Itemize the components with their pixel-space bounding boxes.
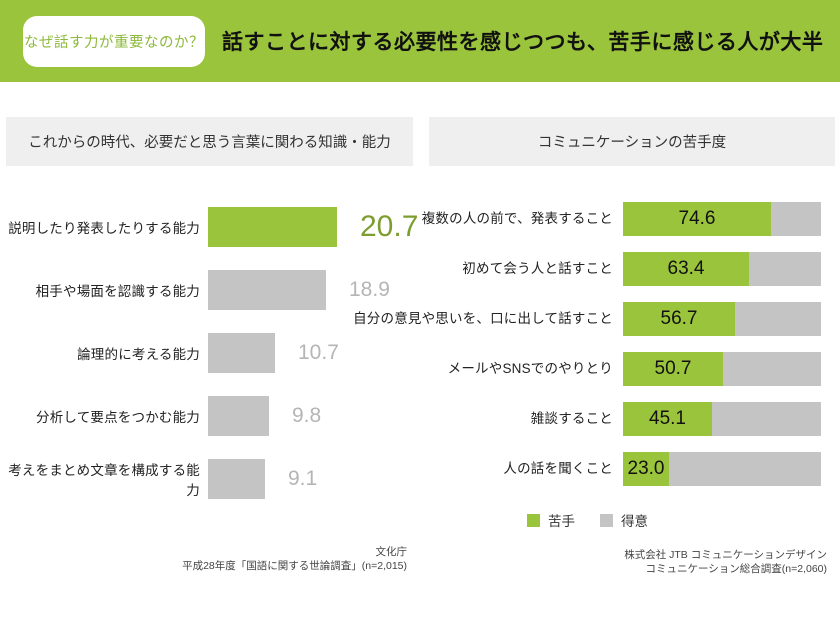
header-badge-label: なぜ話す力が重要なのか？ [24,35,204,51]
category-label: 複数の人の前で、発表すること [421,211,613,226]
header-band: なぜ話す力が重要なのか？ 話すことに対する必要性を感じつつも、苦手に感じる人が大… [0,0,840,82]
left-source-note: 文化庁 平成28年度「国語に関する世論調査」(n=2,015) [0,545,407,573]
left-section-title: これからの時代、必要だと思う言葉に関わる知識・能力 [28,135,391,151]
bar-highlight [208,207,337,247]
legend: 苦手 得意 [527,510,648,530]
header-badge: なぜ話す力が重要なのか？ [23,16,205,67]
value-label: 9.1 [288,467,318,490]
left-chart-row: 論理的に考える能力 10.7 [0,333,420,373]
bar-segment-tokui: 63.4 [623,252,821,286]
legend-swatch-green [527,513,540,527]
right-chart-row: 複数の人の前で、発表すること 74.6 [0,202,840,236]
bar [208,396,269,436]
category-label: 相手や場面を認識する能力 [35,284,200,299]
value-label: 23.0 [627,458,665,479]
value-label: 10.7 [298,341,339,364]
bar-segment-tokui: 56.7 [623,302,821,336]
left-section-header: これからの時代、必要だと思う言葉に関わる知識・能力 [6,117,413,166]
bar-segment-tokui: 45.1 [623,402,821,436]
right-section-header: コミュニケーションの苦手度 [429,117,835,166]
category-label: 論理的に考える能力 [77,347,200,362]
legend-swatch-gray [600,513,613,527]
right-chart-row: 人の話を聞くこと 23.0 [0,452,840,486]
category-label: 自分の意見や思いを、口に出して話すこと [353,311,613,326]
category-label: 人の話を聞くこと [503,461,613,476]
bar [208,333,275,373]
value-label: 56.7 [660,308,698,329]
bar-segment-nigate: 45.1 [623,402,712,436]
category-label: 考えをまとめ文章を構成する能力 [8,463,200,498]
category-label: 分析して要点をつかむ能力 [36,410,200,425]
legend-label: 苦手 [548,514,575,529]
category-label: メールやSNSでのやりとり [447,361,613,376]
right-chart-row: 自分の意見や思いを、口に出して話すこと 56.7 [0,302,840,336]
source-line: 文化庁 [375,546,408,558]
value-label: 18.9 [349,278,390,301]
left-bar-chart: 説明したり発表したりする能力 20.7 相手や場面を認識する能力 18.9 論理的に考え… [0,207,420,522]
left-chart-row: 分析して要点をつかむ能力 9.8 [0,396,420,436]
legend-item-tokui: 得意 [600,510,648,530]
bar-segment-tokui: 50.7 [623,352,821,386]
category-label: 初めて会う人と話すこと [462,261,613,276]
left-chart-row: 説明したり発表したりする能力 20.7 [0,207,420,247]
source-line: コミュニケーション総合調査(n=2,060) [645,563,827,575]
value-label: 45.1 [649,408,686,429]
category-label: 説明したり発表したりする能力 [8,221,200,236]
source-line: 平成28年度「国語に関する世論調査」(n=2,015) [182,560,407,572]
right-section-title: コミュニケーションの苦手度 [537,135,727,151]
bar-segment-nigate: 63.4 [623,252,749,286]
left-chart-row: 相手や場面を認識する能力 18.9 [0,270,420,310]
bar-segment-nigate: 74.6 [623,202,771,236]
bar-segment-tokui: 23.0 [623,452,821,486]
bar-segment-tokui: 74.6 [623,202,821,236]
right-chart-row: 初めて会う人と話すこと 63.4 [0,252,840,286]
value-label: 63.4 [667,258,705,279]
page-title: 話すことに対する必要性を感じつつも、苦手に感じる人が大半 [222,31,824,54]
legend-item-nigate: 苦手 [527,510,575,530]
bar-segment-nigate: 56.7 [623,302,735,336]
right-chart-row: 雑談すること 45.1 [0,402,840,436]
category-label: 雑談すること [530,411,613,426]
value-label: 20.7 [360,210,419,243]
legend-label: 得意 [621,514,648,529]
left-chart-row: 考えをまとめ文章を構成する能力 9.1 [0,459,420,499]
right-chart-row: メールやSNSでのやりとり 50.7 [0,352,840,386]
bar-segment-nigate: 50.7 [623,352,723,386]
bar-segment-nigate: 23.0 [623,452,669,486]
bar [208,270,326,310]
value-label: 74.6 [678,208,716,229]
value-label: 50.7 [654,358,692,379]
value-label: 9.8 [292,404,322,427]
bar [208,459,265,499]
source-line: 株式会社 JTB コミュニケーションデザイン [624,549,827,561]
right-source-note: 株式会社 JTB コミュニケーションデザイン コミュニケーション総合調査(n=2… [420,548,827,576]
